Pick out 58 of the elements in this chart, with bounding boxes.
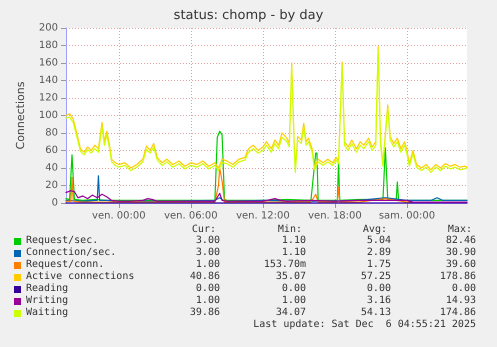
legend-label: Writing [26, 295, 68, 307]
text: Last update: Sat Dec 6 04:55:21 2025 [253, 319, 476, 331]
y-tick-label: 20 [45, 180, 58, 191]
y-tick-label: 200 [38, 22, 58, 34]
x-tick-label: ven. 06:00 [164, 210, 218, 222]
y-tick-label: 120 [38, 92, 58, 104]
y-tick-label: 0 [52, 198, 58, 208]
y-axis-title: Connections [14, 81, 27, 150]
text: 178.86 [440, 271, 476, 283]
text: 39.60 [446, 259, 476, 271]
text: 0.00 [196, 283, 220, 295]
text: 39.86 [190, 307, 220, 319]
text: 3.00 [196, 247, 220, 259]
text: Avg: [362, 224, 387, 236]
x-tick-label: ven. 12:00 [236, 210, 290, 222]
text: 1.00 [282, 295, 306, 307]
y-tick-label: 160 [38, 58, 58, 68]
x-tick-label: ven. 00:00 [92, 210, 146, 222]
y-tick-label: 60 [45, 145, 58, 156]
text: 35.07 [276, 271, 306, 283]
text: 57.25 [360, 271, 391, 283]
text: 82.46 [446, 235, 476, 247]
text: 5.04 [366, 235, 391, 247]
y-tick-label: 80 [45, 128, 58, 138]
text: 153.70m [264, 259, 306, 271]
text: 14.93 [446, 295, 476, 307]
text: Min: [278, 224, 302, 236]
text: 40.86 [190, 271, 220, 283]
legend-label: Reading [26, 283, 68, 295]
x-tick-label: ven. 18:00 [308, 210, 362, 222]
text: 54.13 [360, 307, 391, 319]
y-tick-label: 140 [38, 75, 58, 86]
text: 1.00 [196, 295, 220, 307]
text: 2.89 [366, 247, 391, 259]
text: Max: [448, 224, 472, 236]
text: 1.00 [196, 259, 220, 271]
legend-label: Active connections [26, 271, 134, 283]
text: 3.00 [196, 235, 220, 247]
legend-label: Connection/sec. [26, 247, 116, 259]
text: 3.16 [366, 295, 391, 307]
text: 30.90 [446, 247, 476, 259]
y-tick-label: 40 [45, 162, 58, 174]
text: 1.10 [282, 235, 306, 247]
y-tick-label: 100 [38, 110, 58, 121]
text: 34.07 [276, 307, 306, 319]
text: 174.86 [440, 307, 476, 319]
text: 0.00 [366, 283, 391, 295]
text: 0.00 [282, 283, 306, 295]
y-tick-label: 180 [38, 40, 58, 51]
legend-label: Request/sec. [26, 235, 98, 247]
text: 0.00 [452, 283, 476, 295]
chart-title: status: chomp - by day [174, 8, 324, 23]
text: Cur: [192, 224, 216, 236]
text: 1.75 [366, 259, 391, 271]
legend-label: Request/conn. [26, 259, 104, 271]
legend-label: Waiting [26, 307, 68, 319]
text: 1.10 [282, 247, 306, 259]
x-tick-label: sam. 00:00 [378, 210, 436, 222]
